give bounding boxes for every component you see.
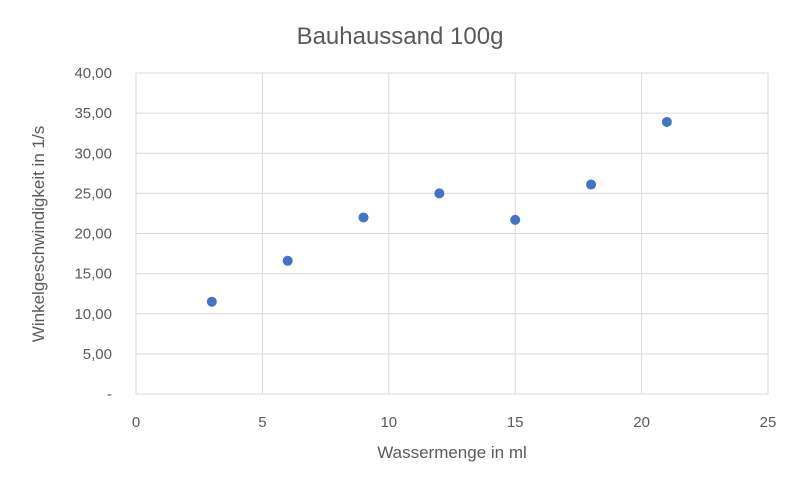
data-point (586, 179, 597, 190)
y-tick-label: 20,00 (74, 226, 112, 243)
data-point (510, 214, 521, 225)
x-axis-label: Wassermenge in ml (377, 443, 527, 462)
y-tick-label: 5,00 (83, 346, 112, 363)
gridlines (135, 72, 769, 395)
y-tick-label: 10,00 (74, 306, 112, 323)
x-tick-label: 5 (258, 414, 266, 431)
x-tick-label: 15 (507, 414, 524, 431)
y-axis-label: Winkelgeschwindigkeit in 1/s (29, 126, 48, 342)
y-tick-label: 30,00 (74, 145, 112, 162)
data-point (206, 296, 217, 307)
x-tick-label: 10 (380, 414, 397, 431)
y-tick-label: 15,00 (74, 266, 112, 283)
x-tick-label: 25 (760, 414, 777, 431)
x-axis-ticks: 0 5 10 15 20 25 (132, 414, 777, 431)
chart-title: Bauhaussand 100g (297, 23, 504, 50)
data-points (206, 116, 672, 307)
data-point (282, 255, 293, 266)
data-point (358, 212, 369, 223)
y-tick-label: 40,00 (74, 65, 112, 82)
data-point (434, 188, 445, 199)
y-tick-label: 25,00 (74, 185, 112, 202)
x-tick-label: 0 (132, 414, 140, 431)
data-point (661, 116, 672, 127)
x-tick-label: 20 (633, 414, 650, 431)
y-tick-label: 35,00 (74, 105, 112, 122)
y-tick-label: - (107, 386, 112, 403)
y-axis-ticks: - 5,00 10,00 15,00 20,00 25,00 30,00 35,00 40,00 (74, 65, 112, 403)
